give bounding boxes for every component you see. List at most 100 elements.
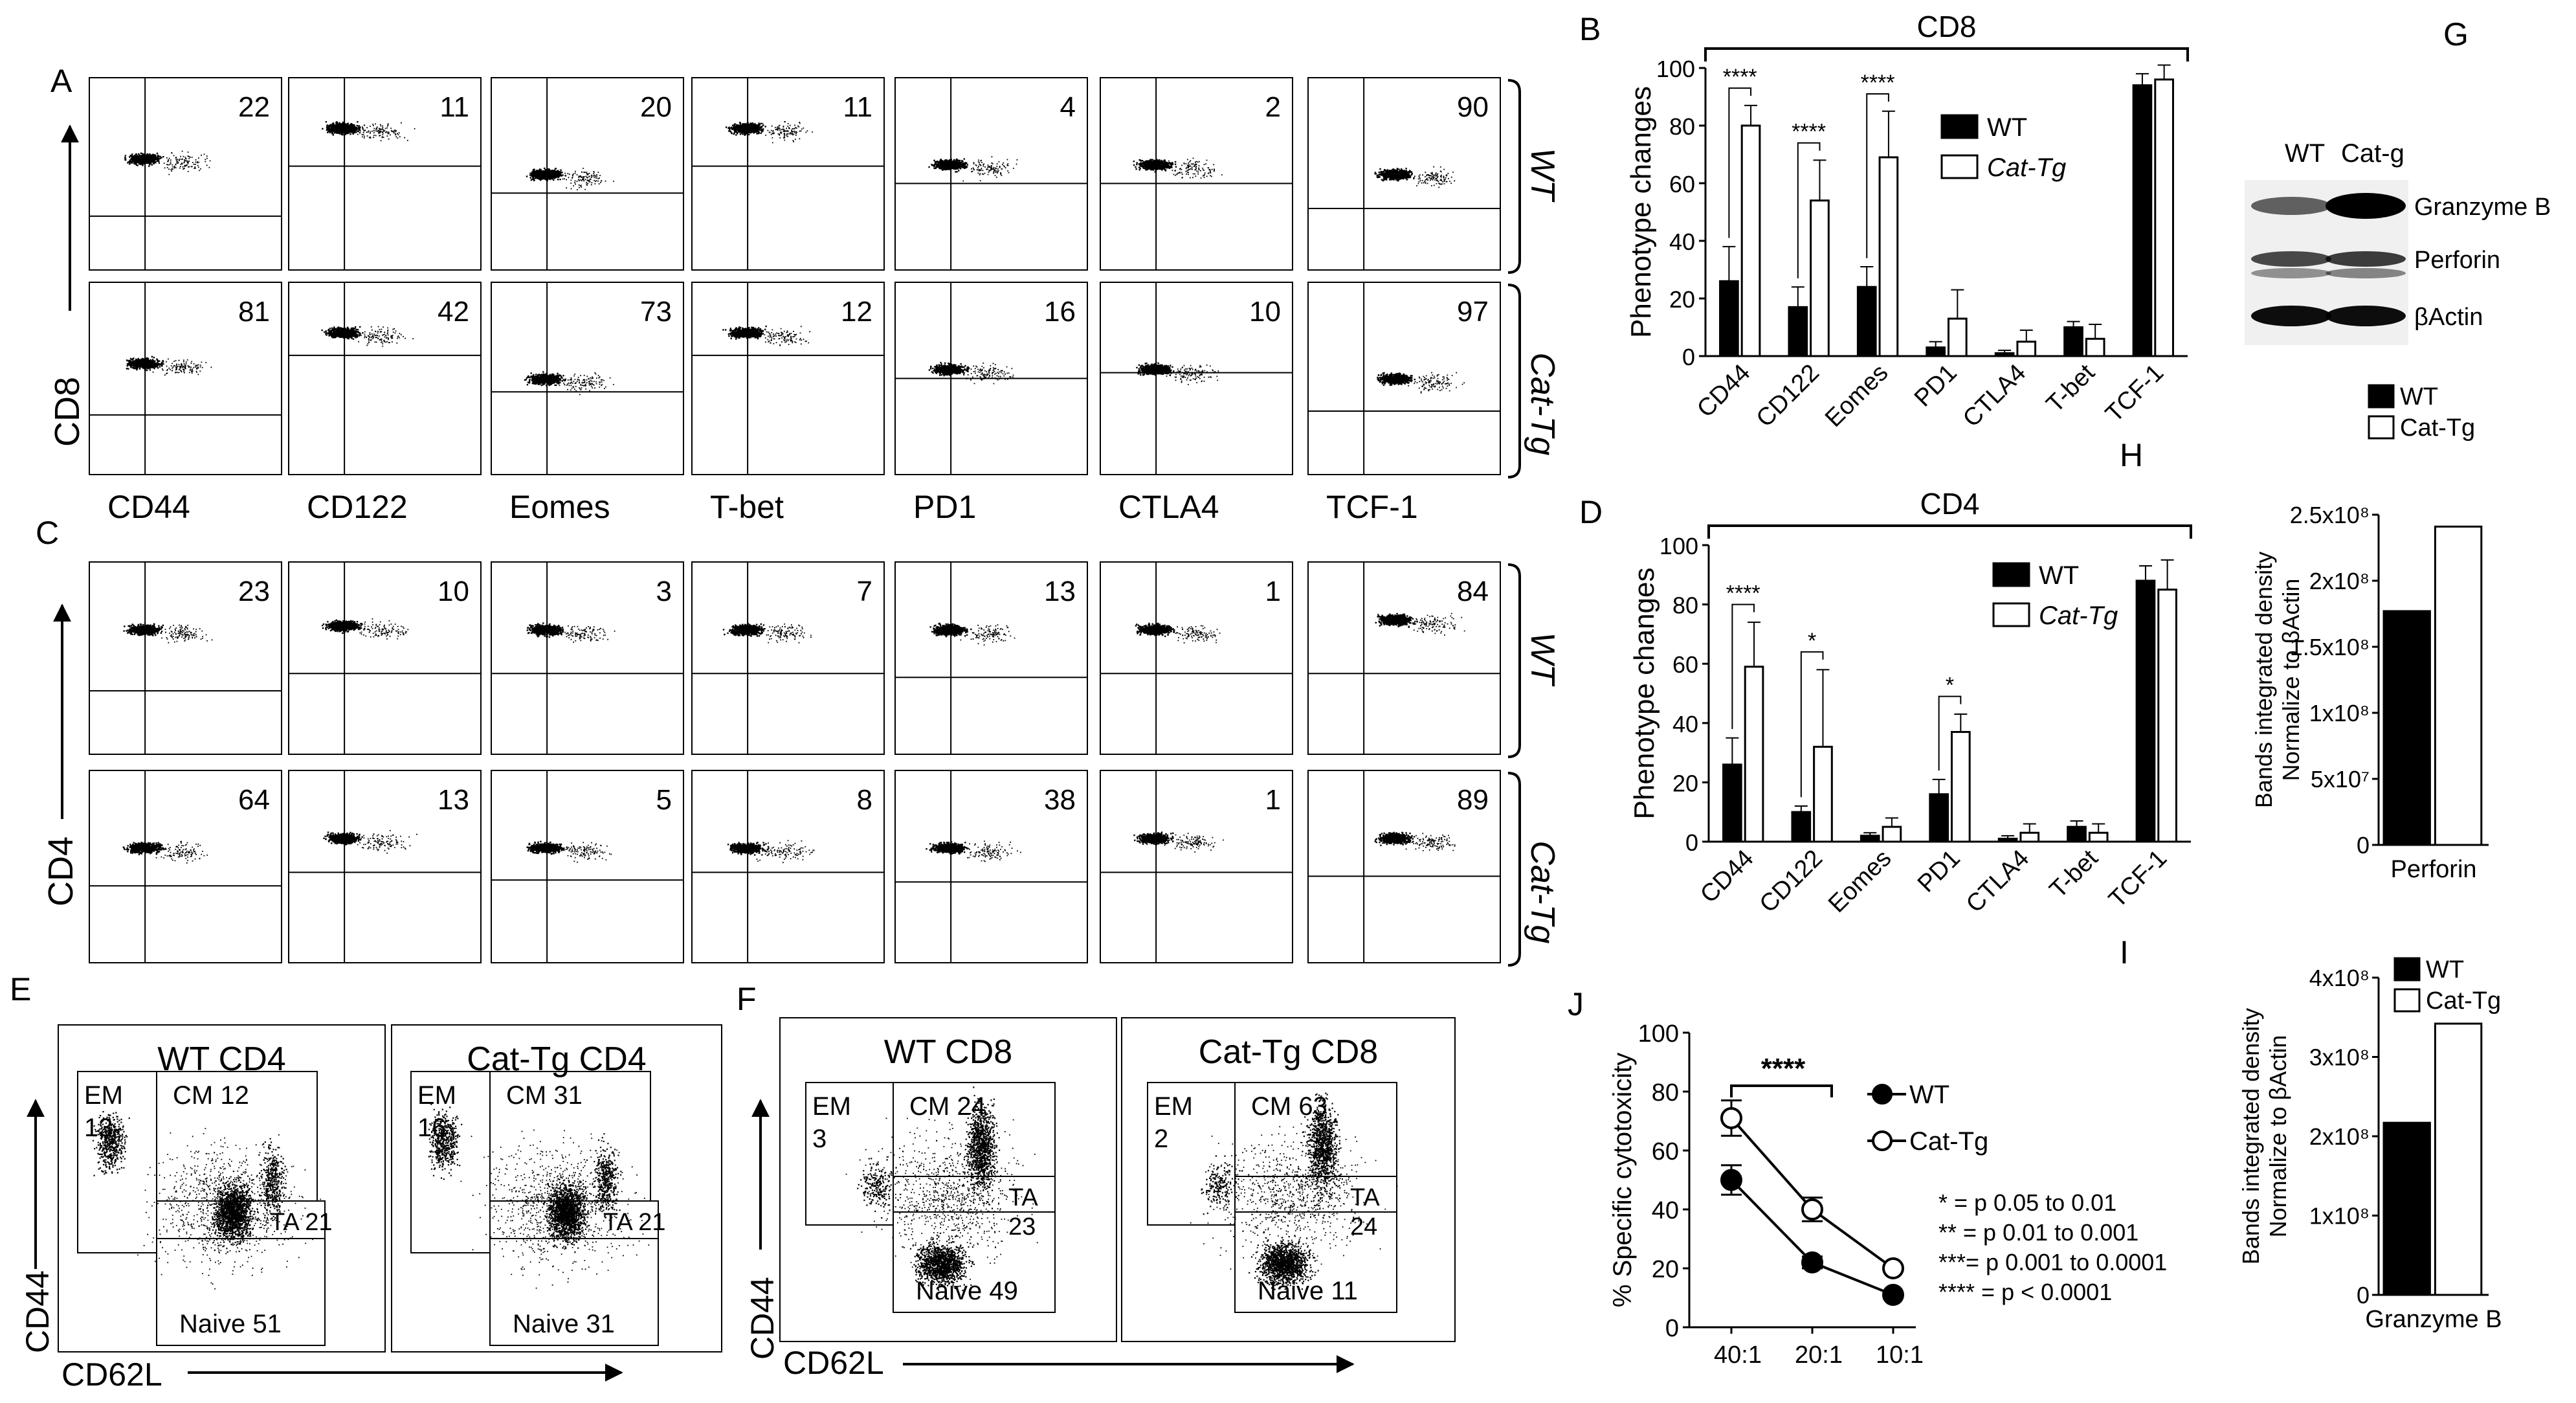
scatter-dots — [524, 371, 566, 387]
blot-band-cat-g — [2326, 251, 2406, 267]
flow-plot-wt-eomes: 3 — [491, 561, 684, 755]
bar-cat-tg — [1813, 745, 1833, 843]
flow-plot-cat-tg-cd44: 64 — [89, 770, 282, 963]
plot-title: Cat-Tg CD8 — [1199, 1033, 1378, 1071]
legend-label: WT — [2426, 956, 2464, 983]
gate-percentage: 13 — [438, 784, 469, 816]
em-value: 2 — [1154, 1125, 1168, 1153]
bar-wt — [2067, 825, 2087, 843]
plot-title: WT CD8 — [884, 1033, 1012, 1071]
plot-frame — [288, 770, 482, 963]
data-point-cat-tg — [1801, 1198, 1823, 1220]
naive-gate — [1234, 1211, 1397, 1313]
panel-e: WT CD4 EM 13 CM 12 TA 21 Naive 51 Cat-Tg CD4 EM… — [19, 1024, 722, 1393]
plot-frame — [894, 770, 1088, 963]
cm-label: CM 12 — [173, 1081, 249, 1110]
flow-plot-wt-tcf-1: 84 — [1307, 561, 1501, 755]
bar-wt — [1860, 835, 1880, 843]
y-tick-label: 0 — [2357, 832, 2370, 859]
legend-label: Cat-Tg — [1987, 153, 2066, 182]
scatter-dots — [321, 326, 364, 340]
scatter-dots — [559, 372, 614, 396]
flow-plot-wt-ctla4: 1 — [1100, 561, 1293, 755]
gate-percentage: 12 — [841, 296, 872, 328]
y-tick-label: 1x10⁸ — [2309, 1203, 2370, 1229]
y-tick-label: 2.5x10⁸ — [2290, 502, 2370, 528]
scatter-dots — [1374, 831, 1416, 846]
significance-bracket — [1800, 651, 1824, 798]
scatter-dots — [122, 842, 165, 855]
bar-cat-tg — [2085, 337, 2105, 357]
y-tick-label: 40 — [1652, 1197, 1679, 1224]
significance-note: * = p 0.05 to 0.01 — [1938, 1189, 2116, 1216]
flow-plot-cat-tg-t-bet: 8 — [691, 770, 885, 963]
scatter-dots — [755, 326, 811, 346]
x-tick-label: CD44 — [1695, 845, 1759, 908]
legend-label: WT — [2039, 561, 2079, 590]
flow-plot-cat-tg-tcf-1: 97 — [1307, 282, 1501, 475]
y-tick-label: 100 — [1656, 56, 1695, 82]
scatter-dots — [960, 624, 1016, 645]
plot-frame — [1100, 561, 1293, 755]
legend-marker-cat-tg — [1872, 1130, 1893, 1151]
bar-cat-tg — [1948, 317, 1968, 357]
scatter-dots — [1374, 168, 1415, 182]
scatter-dots — [1201, 1155, 1241, 1215]
scatter-dots — [322, 121, 364, 136]
gating-plot-cat-tg-cd4: Cat-Tg CD4 EM 16 CM 31 TA 21 Naive 31 — [391, 1024, 722, 1352]
plot-frame — [491, 561, 684, 755]
scatter-dots — [722, 325, 767, 340]
bar-wt — [1719, 280, 1739, 357]
chart-title: CD4 — [1920, 487, 1979, 521]
flow-plot-wt-cd122: 11 — [288, 77, 482, 271]
bar-wt — [2063, 326, 2083, 357]
y-axis-label: % Specific cytotoxicity — [1608, 1053, 1637, 1307]
row-bracket — [1507, 772, 1521, 967]
scatter-dots — [727, 842, 770, 856]
panel-c-y-label: CD4 — [41, 836, 80, 906]
scatter-dots — [526, 622, 564, 638]
scatter-dots — [323, 831, 363, 846]
y-tick-label: 80 — [1672, 592, 1698, 619]
panel-letter-f: F — [737, 981, 757, 1017]
row-label-wt: WT — [1524, 633, 1561, 687]
panel-f-y-label: CD44 — [744, 1277, 781, 1360]
legend-swatch-wt — [2368, 384, 2395, 409]
ta-value: 23 — [1008, 1213, 1036, 1240]
scatter-dots — [756, 840, 815, 864]
y-tick-label: 1x10⁸ — [2309, 700, 2370, 726]
scatter-dots — [1163, 625, 1221, 644]
data-point-wt — [1720, 1169, 1742, 1191]
scatter-dots — [952, 156, 1018, 182]
flow-plot-wt-eomes: 20 — [491, 77, 684, 271]
legend-label: Cat-Tg — [2400, 414, 2475, 442]
scatter-dots — [725, 122, 766, 136]
y-axis-label: Bands integrated densityNormalize to βAc… — [2250, 552, 2304, 808]
data-point-wt — [1882, 1283, 1904, 1306]
flow-plot-cat-tg-ctla4: 10 — [1100, 282, 1293, 475]
legend-marker-wt — [1872, 1084, 1893, 1105]
scatter-dots — [124, 152, 164, 167]
significance-note: ***= p 0.001 to 0.0001 — [1938, 1249, 2167, 1275]
scatter-dots — [526, 840, 568, 855]
x-tick-label: PD1 — [1913, 845, 1966, 898]
panel-g-western-blot: WT Cat-g Granzyme B Perforin βActin — [2245, 139, 2551, 345]
marker-label-eomes: Eomes — [509, 489, 610, 525]
em-value: 13 — [84, 1114, 113, 1142]
x-tick-label: Eomes — [1820, 359, 1893, 432]
scatter-dots — [1136, 361, 1175, 376]
legend-swatch-cat-tg — [1992, 602, 2030, 627]
scatter-dots — [322, 619, 366, 634]
bar-wt — [2382, 1121, 2431, 1296]
gate-percentage: 73 — [640, 296, 672, 328]
flow-plot-cat-tg-cd44: 81 — [89, 282, 282, 475]
flow-plot-wt-t-bet: 7 — [691, 561, 885, 755]
bar-cat-tg — [2088, 831, 2109, 843]
scatter-dots — [1249, 1235, 1319, 1290]
marker-label-pd1: PD1 — [913, 489, 976, 525]
y-tick-label: 3x10⁸ — [2309, 1044, 2370, 1071]
gate-percentage: 90 — [1457, 91, 1489, 123]
em-label: EM — [1154, 1092, 1193, 1121]
